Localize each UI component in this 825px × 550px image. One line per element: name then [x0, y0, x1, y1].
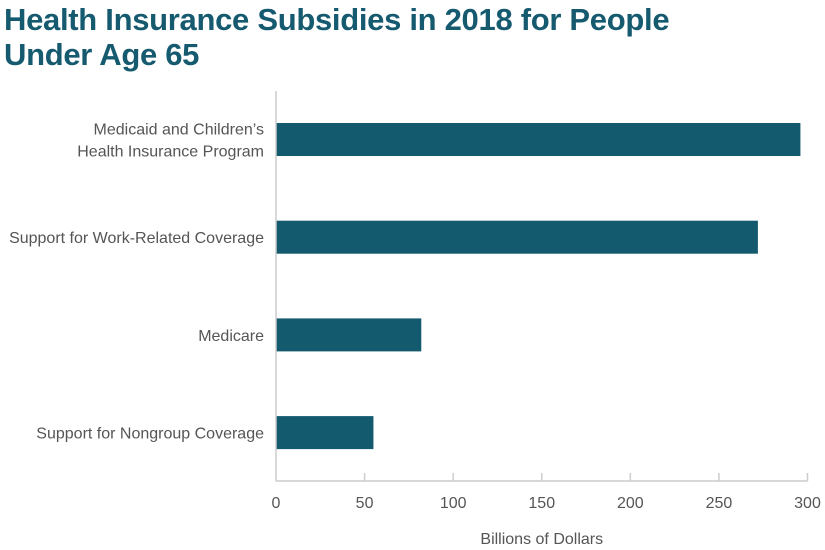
x-axis: 0 50 100 150 200 250 300	[272, 91, 821, 512]
bar	[276, 318, 422, 352]
x-tick-label: 100	[440, 495, 467, 512]
chart-title-line-2: Under Age 65	[4, 37, 200, 72]
chart-title: Health Insurance Subsidies in 2018 for P…	[4, 2, 804, 72]
category-label: Medicaid and Children’s	[94, 122, 264, 139]
category-label: Health Insurance Program	[77, 144, 264, 161]
category-labels: Medicaid and Children’s Health Insurance …	[9, 122, 264, 443]
category-label: Support for Nongroup Coverage	[36, 426, 264, 443]
bar	[276, 416, 374, 450]
bar	[276, 123, 801, 156]
x-tick-label: 250	[706, 495, 733, 512]
x-axis-title: Billions of Dollars	[480, 531, 603, 548]
x-tick-label: 0	[272, 495, 281, 512]
chart-title-line-1: Health Insurance Subsidies in 2018 for P…	[4, 2, 670, 37]
x-tick-label: 200	[617, 495, 644, 512]
category-label: Medicare	[198, 328, 264, 345]
bar	[276, 220, 758, 254]
category-label: Support for Work-Related Coverage	[9, 230, 264, 247]
x-tick-label: 150	[528, 495, 555, 512]
x-tick-label: 50	[356, 495, 374, 512]
x-tick-label: 300	[794, 495, 821, 512]
bars-group	[276, 123, 801, 450]
